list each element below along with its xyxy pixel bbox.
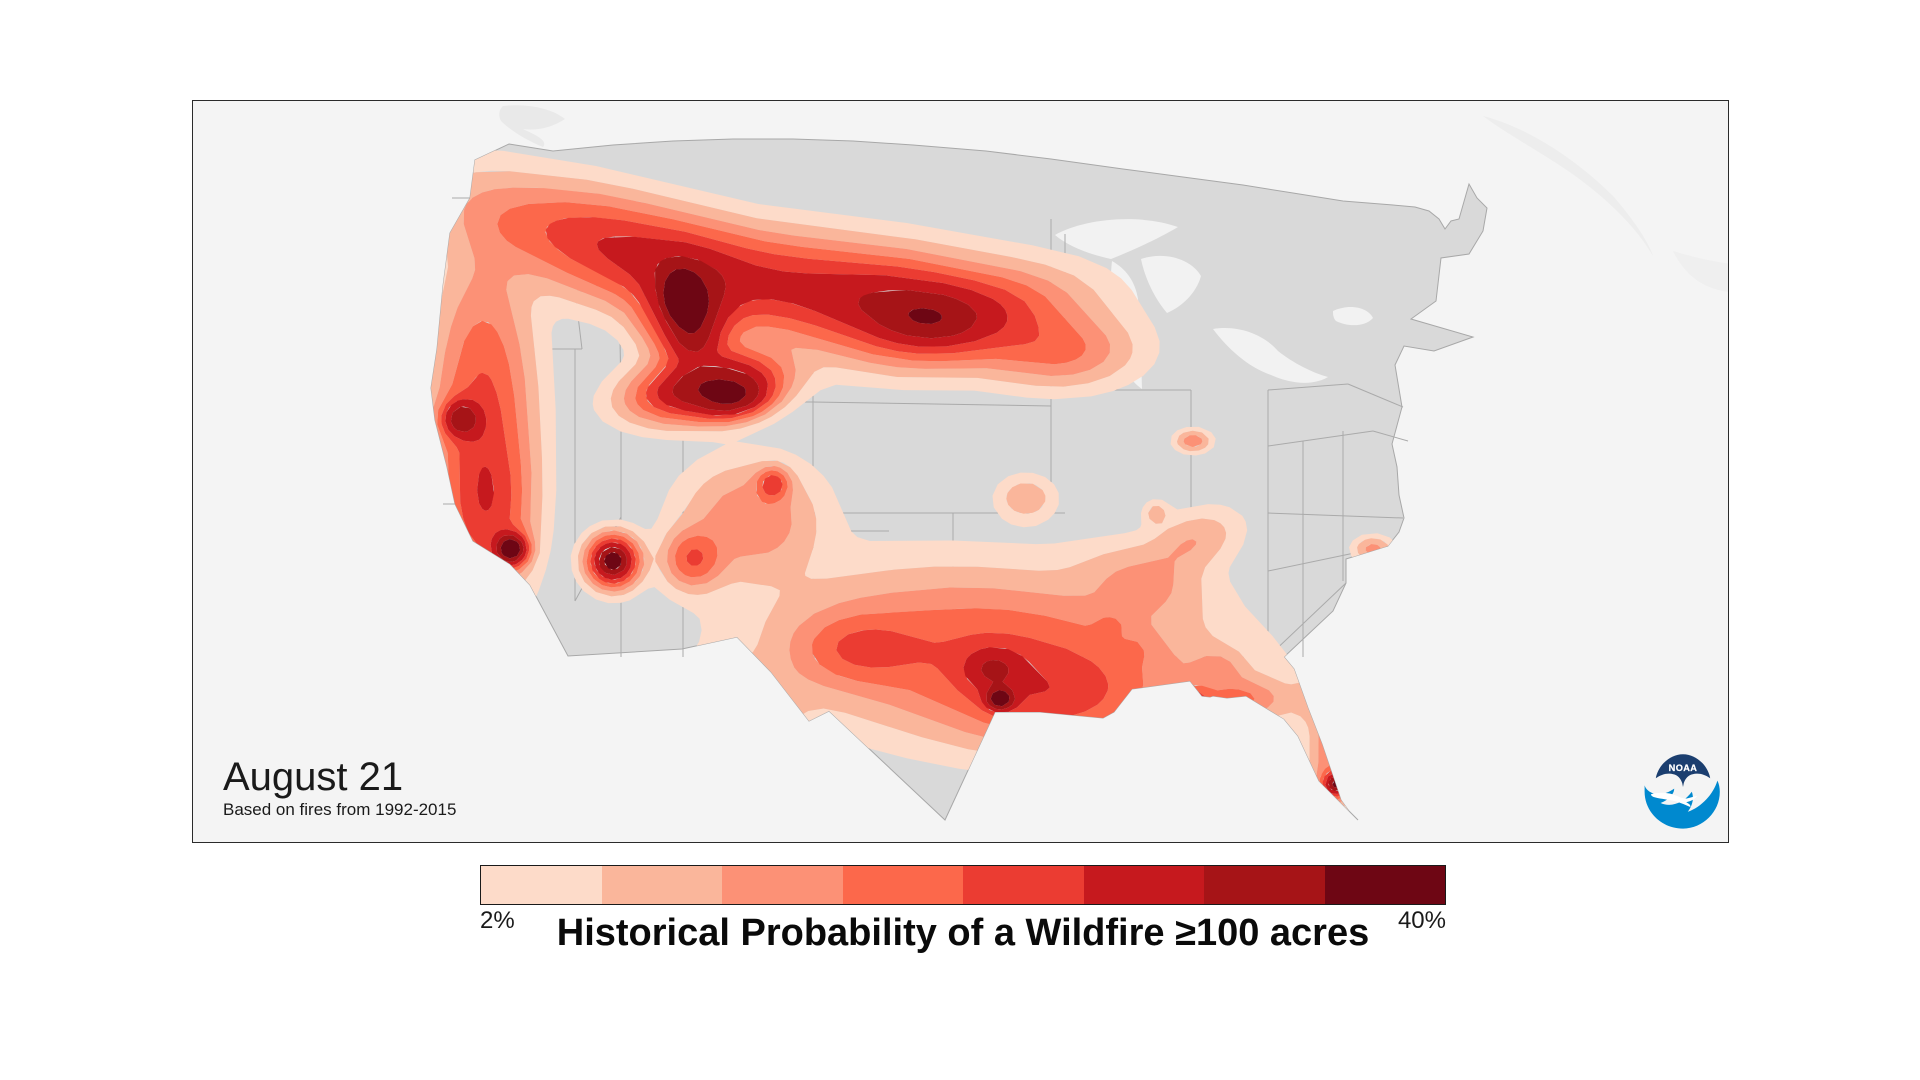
svg-text:NOAA: NOAA xyxy=(1669,763,1698,773)
